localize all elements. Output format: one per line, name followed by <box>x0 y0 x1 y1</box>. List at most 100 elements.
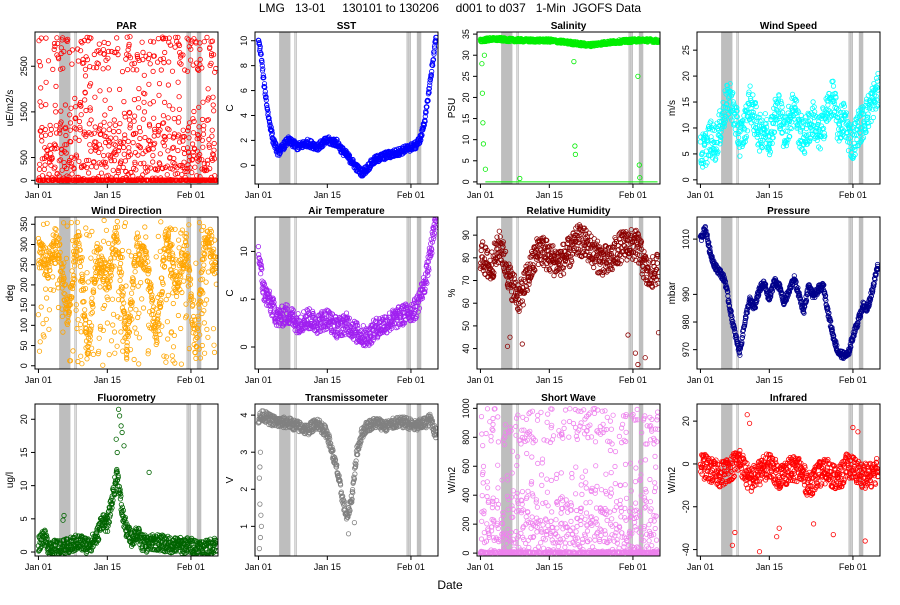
data-point <box>176 148 180 152</box>
data-point <box>159 68 163 72</box>
x-tick-label: Jan 01 <box>687 190 714 200</box>
data-point <box>166 337 170 341</box>
data-point <box>142 161 146 165</box>
data-point <box>102 128 106 132</box>
data-point <box>113 123 117 127</box>
data-point <box>89 165 93 169</box>
data-point <box>101 239 105 243</box>
x-tick-label: Jan 01 <box>245 190 272 200</box>
data-point <box>106 297 110 301</box>
data-point <box>128 35 132 39</box>
data-point <box>119 330 123 334</box>
data-point <box>147 82 151 86</box>
data-point <box>44 80 48 84</box>
x-tick-label: Jan 15 <box>756 190 783 200</box>
data-point <box>83 74 87 78</box>
data-point <box>132 357 136 361</box>
data-point <box>763 112 767 116</box>
data-point <box>875 79 879 83</box>
data-point <box>51 275 55 279</box>
data-point <box>162 100 166 104</box>
data-point <box>874 76 878 80</box>
data-point <box>148 166 152 170</box>
data-point <box>202 40 206 44</box>
data-point <box>104 272 108 276</box>
data-point <box>93 125 97 129</box>
data-point <box>767 152 771 156</box>
data-point <box>97 42 101 46</box>
data-point <box>755 135 759 139</box>
data-point <box>117 129 121 133</box>
data-point <box>176 313 180 317</box>
data-point <box>166 116 170 120</box>
data-point <box>192 119 196 123</box>
data-point <box>102 40 106 44</box>
y-tick-label: 250 <box>19 257 29 272</box>
data-point <box>91 352 95 356</box>
data-point <box>193 165 197 169</box>
data-point <box>118 261 122 265</box>
data-point <box>166 149 170 153</box>
data-point <box>122 152 126 156</box>
data-point <box>78 322 82 326</box>
data-point <box>156 234 160 238</box>
data-point <box>206 87 210 91</box>
data-point <box>164 297 168 301</box>
data-point <box>113 351 117 355</box>
data-point <box>44 36 48 40</box>
gap-band <box>75 32 76 184</box>
data-point <box>172 116 176 120</box>
data-point <box>51 288 55 292</box>
data-point <box>84 226 88 230</box>
data-point <box>125 340 129 344</box>
data-point <box>110 297 114 301</box>
gap-band <box>409 217 410 369</box>
x-tick-label: Jan 15 <box>536 190 563 200</box>
data-point <box>114 136 118 140</box>
data-point <box>148 62 152 66</box>
data-point <box>179 362 183 366</box>
data-point <box>70 172 74 176</box>
y-tick-label: 0 <box>19 178 29 183</box>
x-tick-label: Feb 01 <box>177 190 205 200</box>
data-point <box>90 229 94 233</box>
y-tick-label: 0 <box>681 177 691 182</box>
data-point <box>38 340 42 344</box>
gap-band <box>280 32 290 184</box>
data-point <box>38 64 42 68</box>
gap-band <box>417 32 420 184</box>
data-point <box>80 362 84 366</box>
x-tick-label: Jan 15 <box>94 375 121 385</box>
data-point <box>204 280 208 284</box>
data-point <box>140 40 144 44</box>
data-point <box>128 123 132 127</box>
data-point <box>751 93 755 97</box>
data-point <box>39 86 43 90</box>
data-point <box>41 321 45 325</box>
gap-band <box>417 217 420 369</box>
panel-wind-direction: Wind Directiondeg050100150200250300350Ja… <box>5 206 219 385</box>
data-point <box>83 67 87 71</box>
data-point <box>138 130 142 134</box>
data-point <box>205 35 209 39</box>
data-point <box>106 66 110 70</box>
y-tick-label: 6 <box>239 88 249 93</box>
data-point <box>151 153 155 157</box>
data-point <box>111 312 115 316</box>
data-point <box>134 331 138 335</box>
y-tick-label: 8 <box>239 63 249 68</box>
data-point <box>811 100 815 104</box>
data-point <box>163 50 167 54</box>
y-tick-label: 10 <box>681 123 691 133</box>
data-point <box>573 144 577 148</box>
data-point <box>54 84 58 88</box>
data-point <box>137 336 141 340</box>
data-point <box>166 83 170 87</box>
data-point <box>123 159 127 163</box>
y-tick-label: 2500 <box>19 56 29 76</box>
y-tick-label: 10 <box>461 135 471 145</box>
y-tick-label: 30 <box>461 50 471 60</box>
